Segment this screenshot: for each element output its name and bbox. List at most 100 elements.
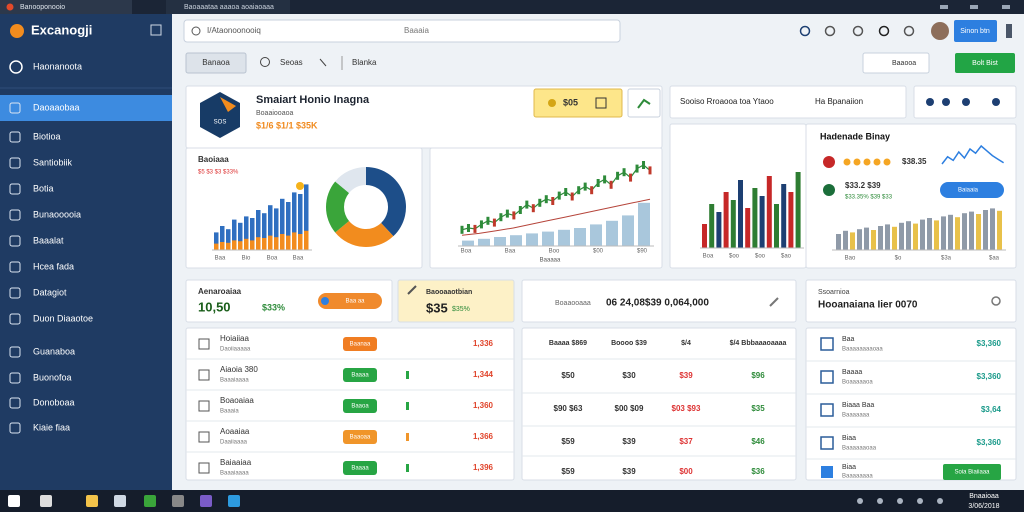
window-control[interactable] (940, 5, 948, 9)
toolbar-icon[interactable] (878, 25, 890, 37)
candle (466, 224, 470, 232)
browser-bar (0, 0, 1024, 14)
taskbar-icon[interactable] (86, 495, 98, 507)
brand: Excanogji (31, 22, 92, 37)
bar (292, 192, 297, 250)
nav-item[interactable]: Donoboaa (33, 397, 75, 407)
nav-item[interactable]: Daoaaobaa (33, 102, 80, 112)
nav-item[interactable]: Santiobiik (33, 157, 73, 167)
clock-time: Bnaaioaa (969, 493, 999, 500)
status-pill (343, 461, 377, 475)
bar (214, 243, 219, 250)
taskbar-icon[interactable] (200, 495, 212, 507)
nav-icon (9, 422, 21, 434)
toolbar-icon[interactable] (824, 25, 836, 37)
nav-item[interactable]: Datagiot (33, 287, 67, 297)
nav-item[interactable]: Hcea fada (33, 261, 74, 271)
bar (969, 211, 974, 250)
candle (492, 218, 496, 227)
bar (286, 235, 291, 250)
bar (906, 221, 911, 250)
taskbar-icon[interactable] (8, 495, 20, 507)
tab-title: Banooponooio (20, 4, 65, 11)
taskbar-icon[interactable] (144, 495, 156, 507)
chart-title: Baoiaaa (198, 155, 229, 164)
nav-item[interactable]: Baaalat (33, 235, 64, 245)
candle (473, 224, 477, 233)
taskbar-icon[interactable] (172, 495, 184, 507)
nav-item[interactable]: Botia (33, 183, 54, 193)
status-pill (343, 368, 377, 382)
toolbar-icon[interactable] (799, 25, 811, 37)
summary-icon[interactable] (992, 98, 1000, 106)
toolbar-icon[interactable] (852, 25, 864, 37)
collapse-icon[interactable] (150, 24, 162, 36)
nav-item[interactable]: Guanaboa (33, 346, 75, 356)
nav-item[interactable]: Kiaie fiaa (33, 422, 70, 432)
account-button[interactable] (943, 464, 1001, 480)
candle (590, 186, 594, 195)
summary-icon[interactable] (926, 98, 934, 106)
card (805, 327, 1017, 481)
bar (702, 224, 707, 248)
close-icon (319, 58, 327, 67)
toolbar-button-label[interactable]: Seoas (280, 58, 303, 67)
taskbar-icon[interactable] (228, 495, 240, 507)
search-box[interactable] (183, 19, 621, 43)
action-button[interactable] (955, 53, 1015, 73)
window-control[interactable] (970, 5, 978, 9)
price-cell: $39 (679, 371, 693, 380)
x-tick-label: Boa (703, 254, 714, 260)
tab[interactable] (0, 0, 132, 14)
order-name: Aoaaiaa (220, 427, 250, 436)
filter-button[interactable] (862, 52, 930, 74)
toolbar-icon[interactable] (903, 25, 915, 37)
nav-item[interactable]: Duon Diaaotoe (33, 313, 93, 323)
icon-button[interactable] (627, 88, 661, 118)
card-value: 10,50 (198, 299, 231, 314)
taskbar-icon[interactable] (114, 495, 126, 507)
nav-item[interactable]: Buonofoa (33, 372, 72, 382)
nav-icon (9, 235, 21, 247)
menu-icon[interactable] (1006, 24, 1012, 38)
logo-text: SOS (214, 120, 227, 126)
tab[interactable] (166, 0, 290, 14)
bar (709, 204, 715, 248)
card (397, 279, 515, 323)
price-cell: $59 (561, 437, 575, 446)
candle (603, 175, 607, 184)
trend-line (461, 198, 651, 236)
nav-item[interactable]: Biotioa (33, 131, 61, 141)
toolbar-button-label[interactable]: Blanka (352, 58, 377, 67)
nav-item[interactable]: Bunaooooia (33, 209, 81, 219)
rating-button[interactable] (940, 182, 1004, 198)
summary-icon[interactable] (942, 98, 950, 106)
window-control[interactable] (1002, 5, 1010, 9)
nav-icon (9, 261, 21, 273)
volume-bar (542, 231, 554, 246)
bar (752, 188, 758, 248)
summary-title: Sooiso Rroaooa toa Ytaoo (680, 97, 774, 106)
candle (551, 197, 555, 205)
bar (250, 218, 255, 250)
card-title: Ssoarnioa (818, 289, 850, 296)
taskbar-icon[interactable] (40, 495, 52, 507)
search-icon[interactable] (991, 296, 1001, 306)
tab-title: Baoaaataa aaaoa aoaiaoaaa (184, 4, 274, 11)
x-tick-label: Baa (215, 256, 226, 262)
user-button[interactable] (954, 20, 997, 42)
overview-stats: $1/6 $1/1 $35K (256, 120, 318, 130)
star (863, 158, 871, 166)
bar (244, 238, 249, 250)
tray-icon (917, 498, 923, 504)
avatar[interactable] (931, 22, 949, 40)
x-tick-label: Bao (845, 256, 856, 262)
volume-bar (606, 220, 618, 246)
pill[interactable] (318, 293, 382, 309)
candle (570, 192, 574, 201)
bar (220, 226, 225, 250)
volume-bar (558, 229, 570, 246)
summary-icon[interactable] (962, 98, 970, 106)
toolbar-button[interactable] (185, 52, 247, 74)
badge-value: $05 (563, 97, 578, 107)
